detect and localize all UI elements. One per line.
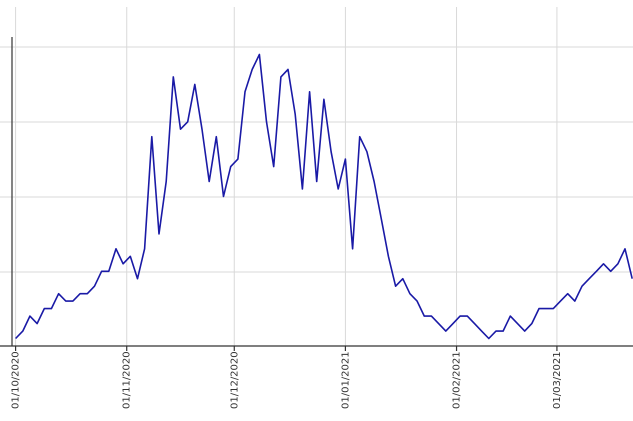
x-tick-label: 01/01/2021: [340, 351, 351, 409]
x-tick-label: 01/02/2021: [452, 351, 463, 409]
x-tick-labels: 01/10/2020 01/11/2020 01/12/2020 01/01/2021…: [11, 351, 563, 409]
axes: [0, 37, 633, 351]
series-line-0: [15, 53, 633, 340]
x-tick-label: 01/10/2020: [11, 351, 22, 409]
series-layer: [15, 53, 633, 340]
x-tick-label: 01/03/2021: [552, 351, 563, 409]
x-tick-label: 01/11/2020: [122, 351, 133, 409]
x-tick-label: 01/12/2020: [229, 351, 240, 409]
